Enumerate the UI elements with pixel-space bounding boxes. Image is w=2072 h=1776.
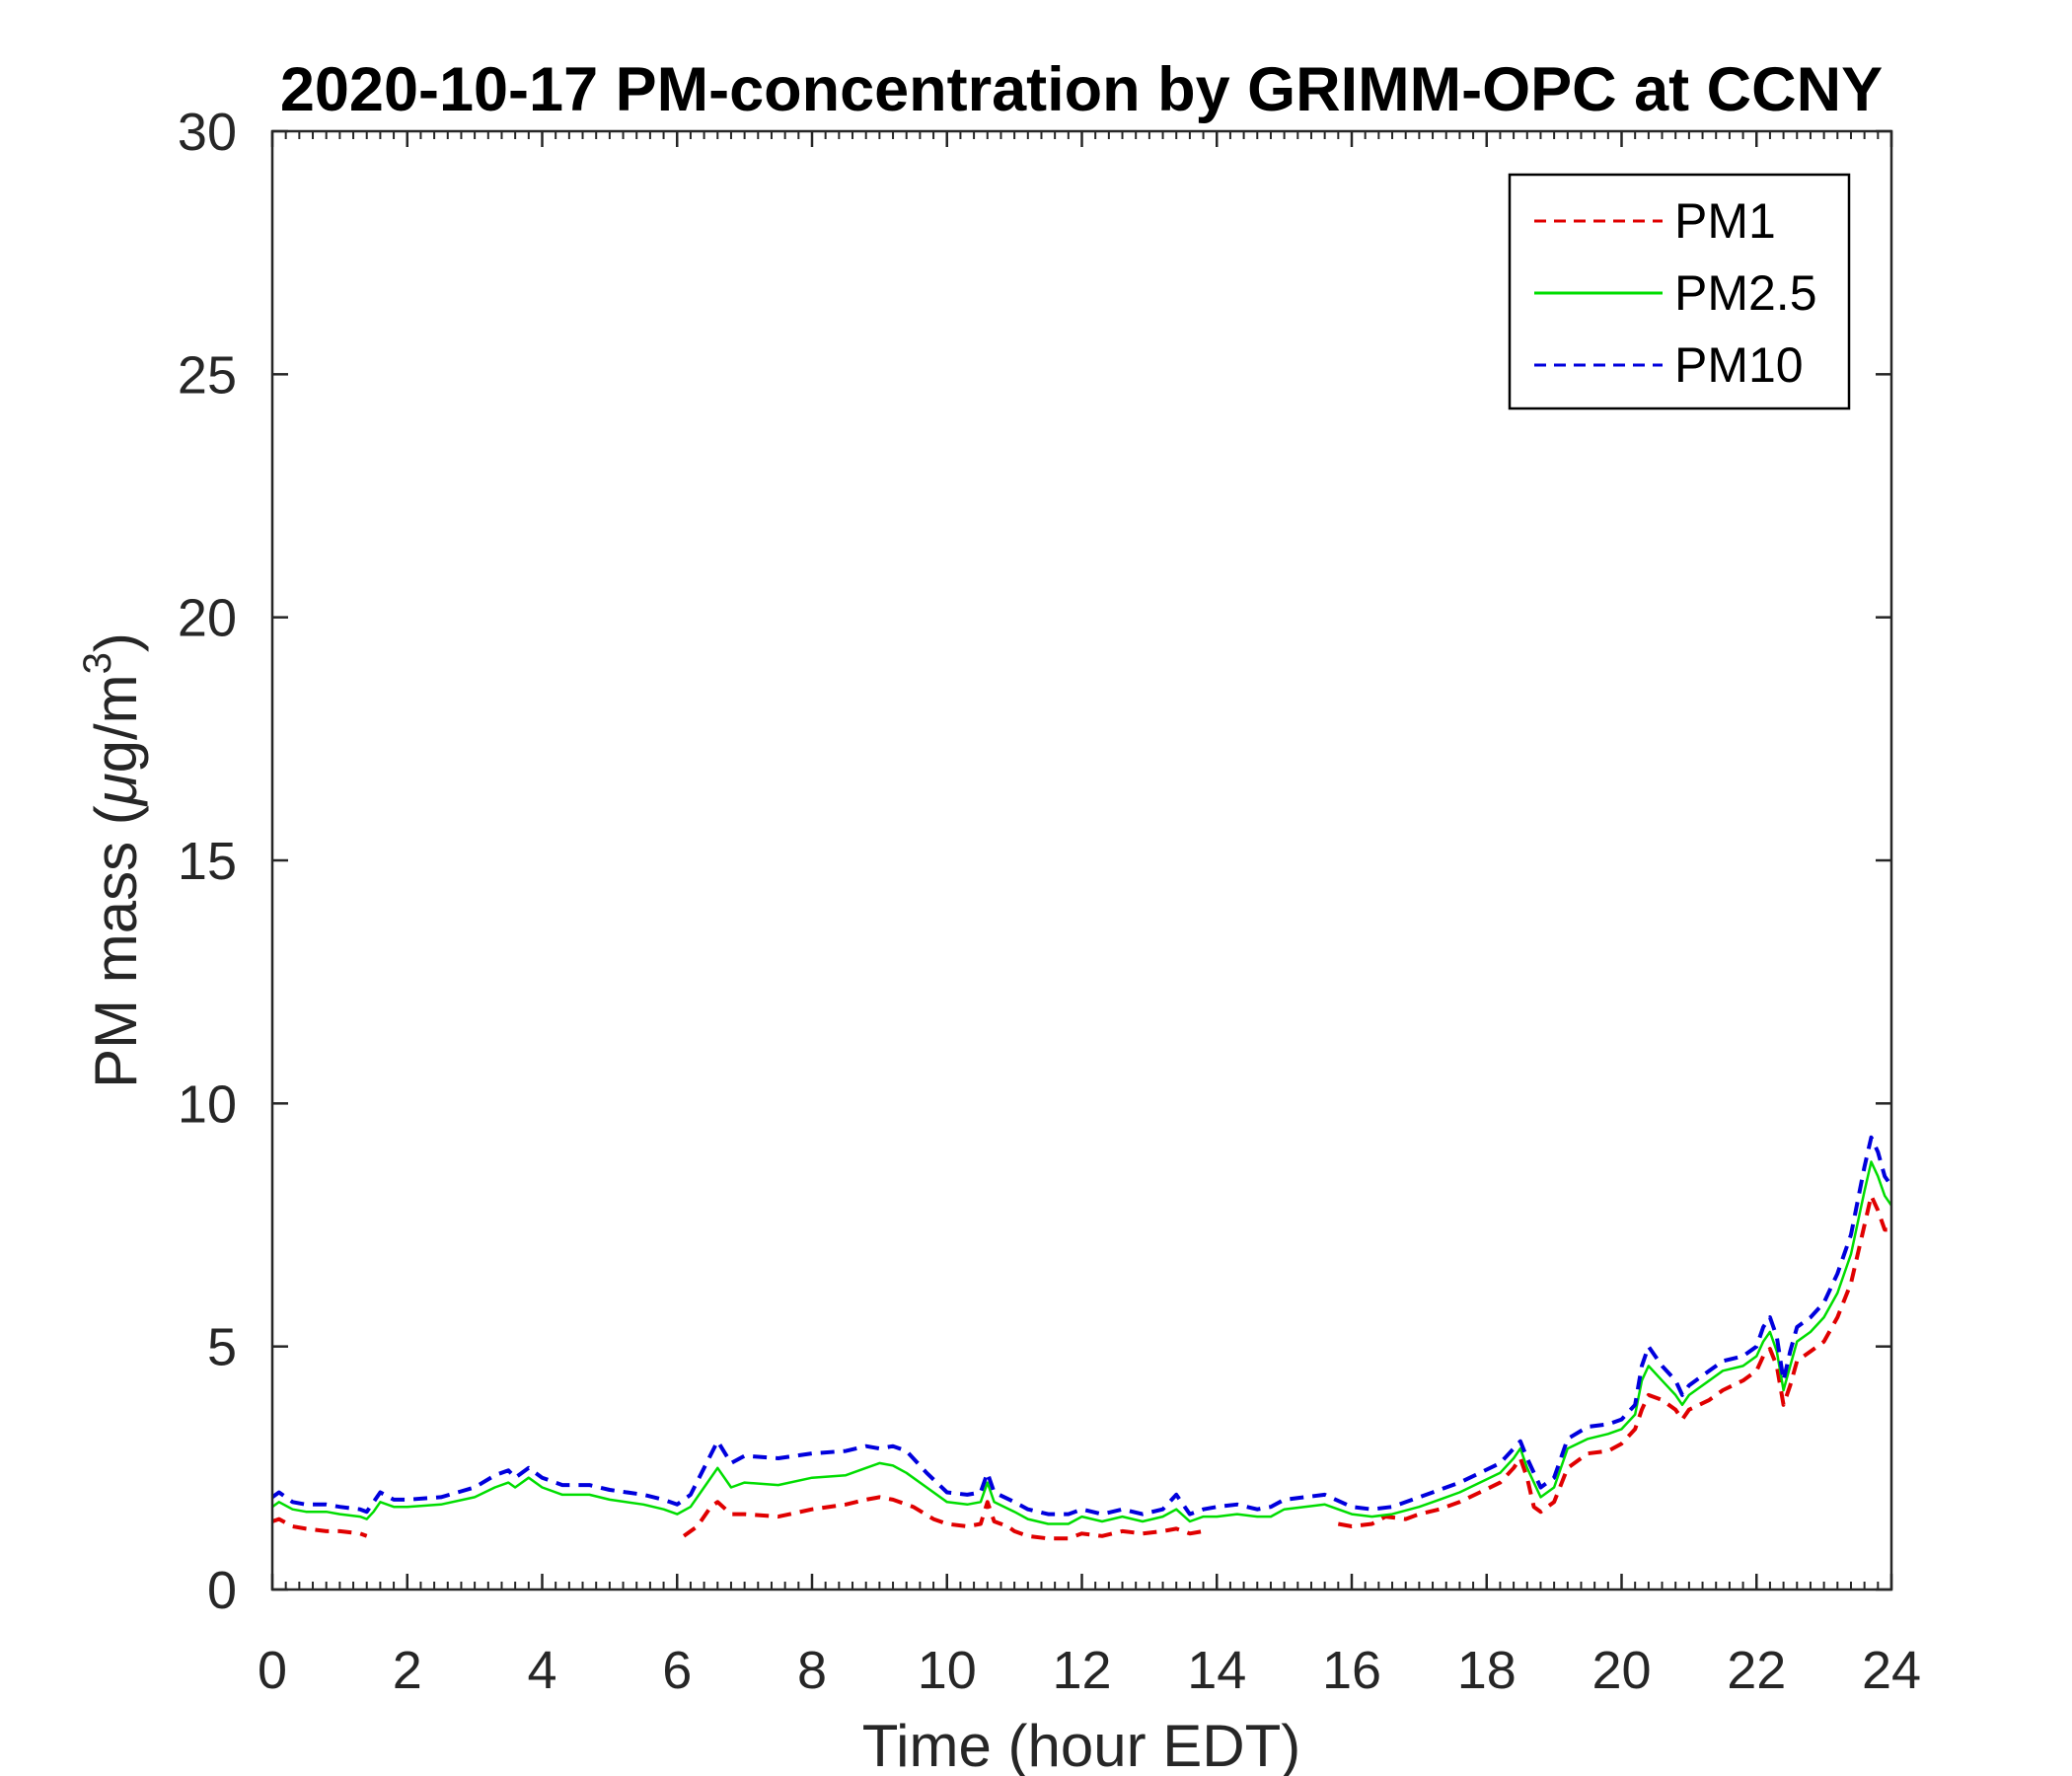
y-tick-label: 10 xyxy=(178,1074,237,1134)
x-tick-label: 2 xyxy=(393,1641,422,1700)
legend-label-pm2-5: PM2.5 xyxy=(1674,265,1817,321)
series-line-pm2-5 xyxy=(271,1160,1893,1525)
y-tick-label: 0 xyxy=(207,1561,237,1620)
y-axis-label-superscript: 3 xyxy=(76,652,119,674)
x-tick-label: 14 xyxy=(1187,1641,1246,1700)
series-line-pm10 xyxy=(270,1135,1893,1517)
y-tick-label: 25 xyxy=(178,345,237,405)
series-layer xyxy=(270,1135,1893,1541)
x-tick-label: 8 xyxy=(797,1641,827,1700)
y-axis-label-main: PM mass ( xyxy=(83,805,149,1088)
x-tick-label: 10 xyxy=(918,1641,977,1700)
legend-label-pm1: PM1 xyxy=(1674,193,1776,249)
y-tick-label: 20 xyxy=(178,589,237,648)
series-line-pm1 xyxy=(271,1193,1891,1541)
x-tick-label: 16 xyxy=(1322,1641,1381,1700)
y-axis-label-mu: μ xyxy=(83,773,149,807)
legend: PM1 PM2.5 PM10 xyxy=(1508,173,1851,410)
legend-label-pm10: PM10 xyxy=(1674,337,1804,393)
x-tick-label: 18 xyxy=(1457,1641,1517,1700)
x-tick-label: 22 xyxy=(1727,1641,1786,1700)
x-tick-label: 12 xyxy=(1052,1641,1111,1700)
x-tick-label: 4 xyxy=(527,1641,556,1700)
x-tick-label: 20 xyxy=(1591,1641,1651,1700)
y-tick-label: 30 xyxy=(178,103,237,162)
y-axis-label: PM mass (μg/m3) xyxy=(76,632,149,1088)
x-tick-label: 6 xyxy=(662,1641,692,1700)
y-tick-label: 5 xyxy=(207,1318,237,1377)
x-tick-label: 0 xyxy=(258,1641,287,1700)
y-tick-label: 15 xyxy=(178,832,237,891)
y-axis-label-unit: g/m xyxy=(83,674,149,773)
plot-frame xyxy=(270,129,1893,1591)
y-axis-label-close: ) xyxy=(83,632,149,652)
x-tick-label: 24 xyxy=(1862,1641,1921,1700)
chart-title: 2020-10-17 PM-concentration by GRIMM-OPC… xyxy=(280,55,1883,124)
x-axis-label: Time (hour EDT) xyxy=(862,1713,1301,1776)
